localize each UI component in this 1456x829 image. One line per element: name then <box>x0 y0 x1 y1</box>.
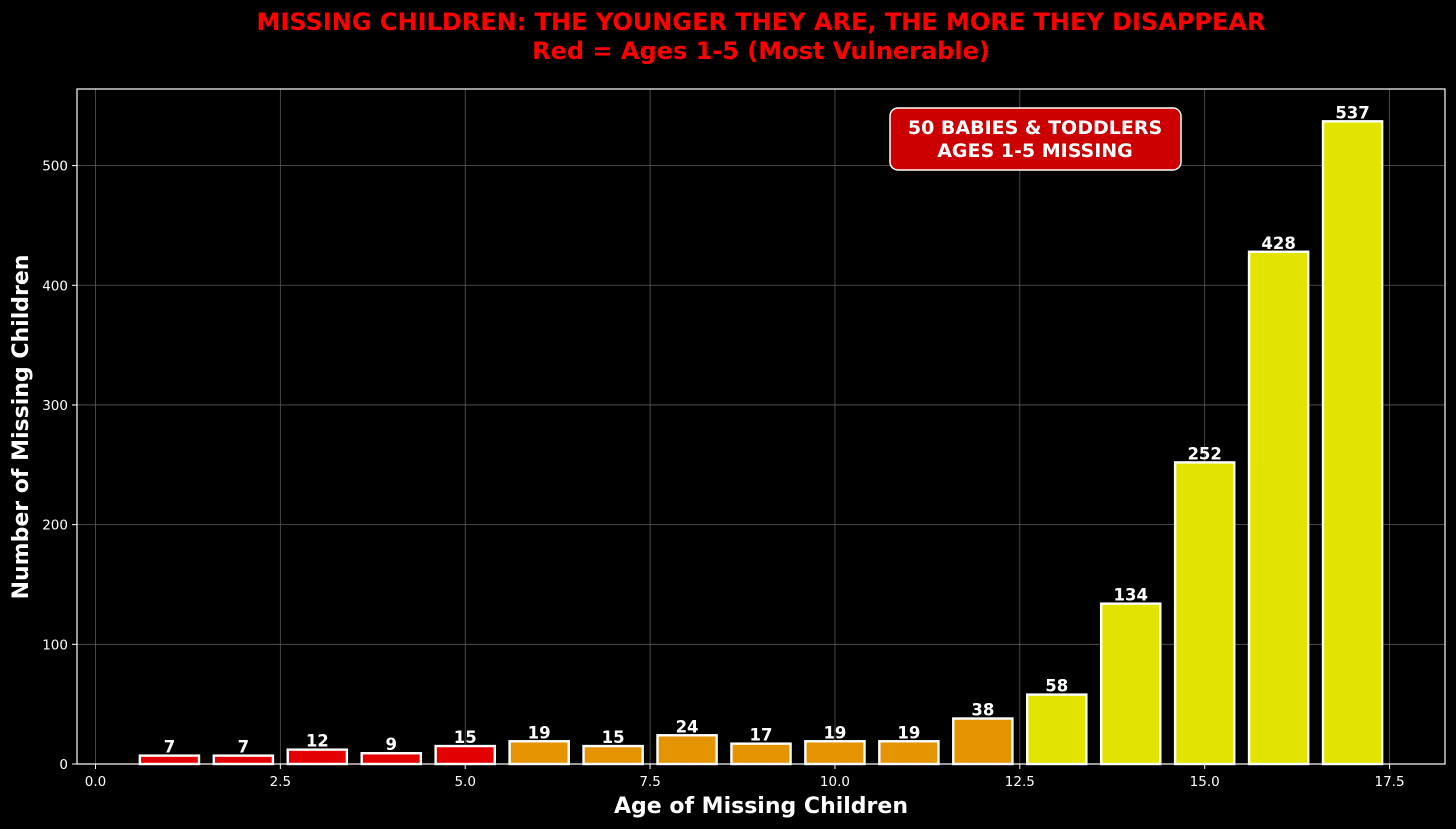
bar-value-label: 15 <box>602 728 625 747</box>
bar-age-4 <box>360 752 423 766</box>
bar-value-label: 38 <box>971 701 994 720</box>
bar-value-label: 428 <box>1261 234 1295 253</box>
bar-age-13 <box>1026 693 1088 766</box>
y-axis-ticks: 0 100 200 300 400 500 <box>42 159 77 773</box>
annotation-box: 50 BABIES & TODDLERS AGES 1-5 MISSING <box>889 107 1182 171</box>
bar-value-label: 7 <box>238 738 249 757</box>
annotation-line-2: AGES 1-5 MISSING <box>937 140 1133 162</box>
x-axis-ticks: 0.0 2.5 5.0 7.5 10.0 12.5 15.0 17.5 <box>85 764 1405 790</box>
x-tick-label: 5.0 <box>454 774 475 790</box>
bar-value-label: 7 <box>164 738 175 757</box>
bar-value-label: 19 <box>897 723 920 742</box>
value-labels: 7 7 12 9 15 19 15 24 17 19 19 38 58 134 252 428 537 <box>164 103 1370 756</box>
y-tick-label: 500 <box>42 159 68 175</box>
x-tick-label: 10.0 <box>820 774 850 790</box>
bar-age-16 <box>1247 250 1310 766</box>
y-axis-label: Number of Missing Children <box>9 255 34 600</box>
bar-age-9 <box>730 742 792 766</box>
bar-age-3 <box>286 748 349 766</box>
bar-value-label: 19 <box>823 723 846 742</box>
x-axis-label: Age of Missing Children <box>614 794 908 819</box>
bar-value-label: 252 <box>1187 444 1221 463</box>
bar-age-8 <box>656 734 718 766</box>
bar-value-label: 537 <box>1335 103 1369 122</box>
x-tick-label: 0.0 <box>85 774 106 790</box>
bar-value-label: 15 <box>454 728 477 747</box>
chart-title: MISSING CHILDREN: THE YOUNGER THEY ARE, … <box>257 8 1266 36</box>
bar-age-14 <box>1099 602 1162 766</box>
bar-value-label: 58 <box>1045 677 1068 696</box>
y-tick-label: 200 <box>42 518 68 534</box>
bar-age-12 <box>952 717 1014 766</box>
x-tick-label: 17.5 <box>1375 774 1405 790</box>
x-tick-label: 15.0 <box>1190 774 1220 790</box>
bar-value-label: 19 <box>528 723 551 742</box>
x-tick-label: 2.5 <box>270 774 291 790</box>
bar-age-10 <box>804 740 866 766</box>
y-tick-label: 300 <box>42 398 68 414</box>
bar-age-5 <box>434 744 496 766</box>
y-tick-label: 100 <box>42 637 68 653</box>
bars <box>138 120 1384 766</box>
y-tick-label: 0 <box>59 757 68 773</box>
bar-value-label: 17 <box>750 726 773 745</box>
bar-age-2 <box>212 754 275 766</box>
annotation-line-1: 50 BABIES & TODDLERS <box>908 117 1162 139</box>
bar-age-17 <box>1321 120 1384 766</box>
bar-value-label: 12 <box>306 732 329 751</box>
x-tick-label: 12.5 <box>1005 774 1035 790</box>
bar-age-7 <box>582 744 644 766</box>
bar-value-label: 24 <box>676 717 699 736</box>
bar-age-15 <box>1173 461 1236 766</box>
bar-value-label: 134 <box>1114 586 1148 605</box>
bar-value-label: 9 <box>386 735 397 754</box>
chart-subtitle: Red = Ages 1-5 (Most Vulnerable) <box>532 37 990 65</box>
x-tick-label: 7.5 <box>639 774 660 790</box>
annotation-background <box>889 107 1182 171</box>
bar-age-11 <box>878 740 940 766</box>
bar-age-6 <box>508 740 570 766</box>
y-tick-label: 400 <box>42 278 68 294</box>
plot-frame <box>76 88 1446 765</box>
bar-age-1 <box>138 754 201 766</box>
